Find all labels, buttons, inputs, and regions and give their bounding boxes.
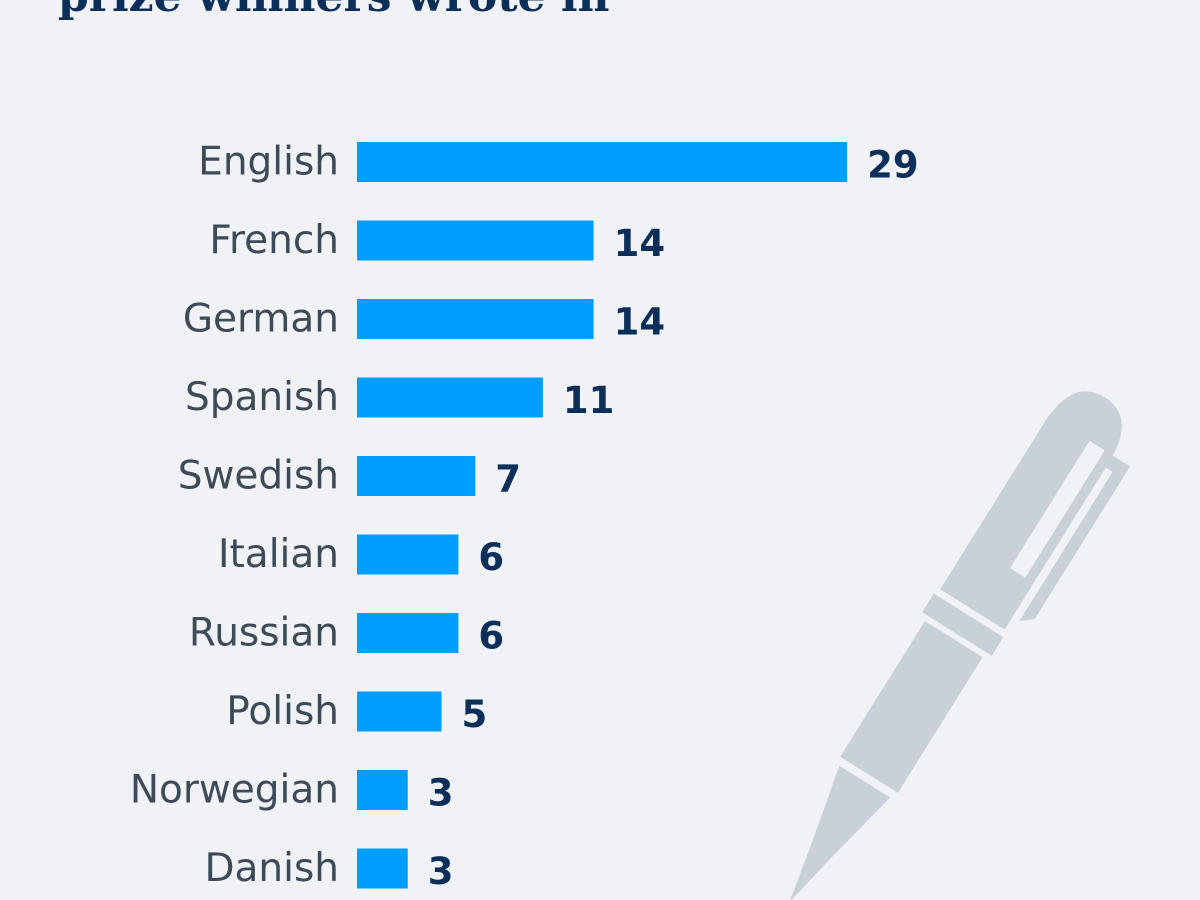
bar-norwegian — [357, 770, 408, 810]
bar-swedish — [357, 456, 476, 496]
value-label: 14 — [614, 301, 666, 344]
bar-english — [357, 142, 848, 182]
bar-danish — [357, 848, 408, 889]
pen-collar — [922, 593, 1004, 656]
bar-russian — [357, 613, 459, 653]
category-label: Danish — [204, 846, 339, 891]
bar-polish — [357, 691, 442, 732]
category-label: Swedish — [178, 454, 339, 499]
value-label: 3 — [428, 850, 454, 893]
value-label: 5 — [462, 693, 488, 736]
value-label: 29 — [867, 144, 919, 187]
bar-italian — [357, 534, 459, 575]
pen-cap — [940, 391, 1122, 630]
bar-french — [357, 220, 594, 261]
chart-title: prize winners wrote in — [58, 0, 610, 32]
category-label: German — [183, 297, 339, 342]
category-label: French — [209, 218, 339, 263]
category-label: Russian — [189, 611, 339, 656]
category-label: English — [198, 140, 339, 185]
pen-nib — [789, 765, 891, 900]
category-label: Polish — [226, 689, 339, 734]
bar-german — [357, 299, 594, 339]
pen-clip — [1019, 451, 1131, 622]
bar-spanish — [357, 377, 543, 418]
value-label: 6 — [478, 536, 504, 579]
value-label: 14 — [614, 222, 666, 265]
pen-clip-inner — [1009, 440, 1105, 578]
category-label: Norwegian — [130, 768, 339, 813]
value-label: 11 — [563, 379, 615, 422]
category-label: Spanish — [185, 375, 339, 420]
pen-barrel — [840, 621, 983, 793]
value-label: 3 — [428, 772, 454, 815]
category-label: Italian — [218, 532, 339, 577]
value-label: 6 — [478, 615, 504, 658]
value-label: 7 — [495, 458, 521, 501]
